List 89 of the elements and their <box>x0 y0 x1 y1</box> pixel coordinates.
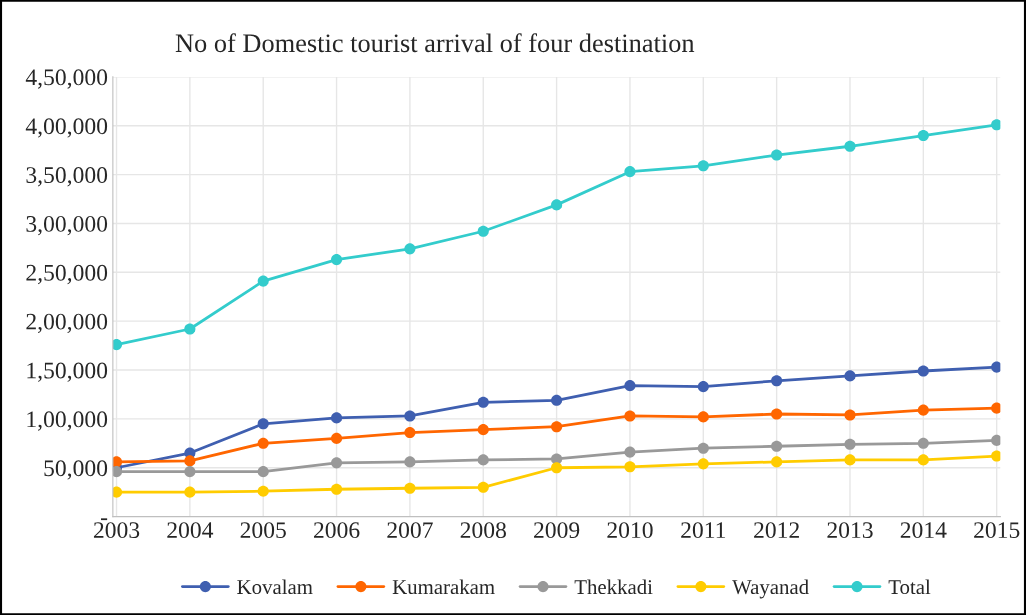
chart-title: No of Domestic tourist arrival of four destination <box>175 33 695 53</box>
point <box>477 396 489 408</box>
point <box>184 466 196 478</box>
point <box>991 402 1001 414</box>
legend-label: Kovalam <box>237 579 313 595</box>
y-tick-label: 2,50,000 <box>26 264 108 285</box>
point <box>404 243 416 255</box>
x-tick-label: 2014 <box>900 522 947 539</box>
point <box>624 380 636 392</box>
point <box>331 432 343 444</box>
point <box>771 440 783 452</box>
point <box>771 375 783 387</box>
point <box>844 409 856 421</box>
point <box>624 410 636 422</box>
legend-label: Wayanad <box>732 579 809 599</box>
y-tick-label: 50,000 <box>44 460 108 480</box>
point <box>991 361 1001 373</box>
y-tick-label: 4,00,000 <box>25 118 108 138</box>
y-tick-label: 2,00,000 <box>26 313 108 333</box>
point <box>551 421 563 433</box>
x-tick-label: 2006 <box>313 522 360 539</box>
point <box>917 404 929 416</box>
legend-label: Total <box>888 579 931 595</box>
point <box>184 455 196 467</box>
point <box>257 418 269 430</box>
point <box>917 454 929 466</box>
point <box>257 485 269 497</box>
point <box>112 339 123 351</box>
point <box>844 370 856 382</box>
y-tick-label: 1,00,000 <box>27 411 108 431</box>
point <box>551 199 563 211</box>
point <box>917 365 929 377</box>
point <box>404 482 416 494</box>
point <box>404 427 416 439</box>
point <box>331 412 343 424</box>
point <box>844 454 856 466</box>
point <box>917 437 929 449</box>
point <box>184 486 196 498</box>
point <box>184 323 196 335</box>
point <box>331 457 343 469</box>
x-tick-label: 2003 <box>93 522 140 539</box>
x-tick-label: 2013 <box>827 522 873 539</box>
y-tick-label: 4,50,000 <box>25 69 108 89</box>
point <box>697 442 709 454</box>
point <box>331 483 343 495</box>
point <box>624 446 636 458</box>
point <box>404 456 416 468</box>
point <box>697 458 709 470</box>
point <box>991 450 1001 462</box>
point <box>697 381 709 393</box>
point <box>257 437 269 449</box>
y-tick-label: 3,00,000 <box>26 215 108 236</box>
point <box>257 466 269 478</box>
y-tick-label: - <box>101 518 108 521</box>
x-tick-label: 2005 <box>240 522 286 539</box>
point <box>331 254 343 266</box>
point <box>844 140 856 152</box>
point <box>477 424 489 436</box>
point <box>404 410 416 422</box>
point <box>991 434 1001 446</box>
x-tick-label: 2011 <box>681 522 726 539</box>
point <box>624 166 636 178</box>
point <box>624 461 636 473</box>
y-tick-label: 3,50,000 <box>26 167 108 187</box>
legend-label: Kumarakam <box>392 579 495 595</box>
point <box>697 160 709 172</box>
legend-label: Thekkadi <box>574 579 653 595</box>
x-tick-label: 2012 <box>754 522 799 539</box>
y-tick-label: 1,50,000 <box>27 362 108 382</box>
x-tick-label: 2008 <box>460 522 506 539</box>
x-tick-label: 2004 <box>167 522 214 539</box>
point <box>844 438 856 450</box>
x-tick-label: 2015 <box>974 522 1020 539</box>
point <box>477 225 489 237</box>
point <box>697 411 709 423</box>
point <box>477 481 489 493</box>
point <box>771 408 783 420</box>
x-tick-label: 2009 <box>534 522 580 539</box>
point <box>112 486 123 498</box>
point <box>771 456 783 468</box>
x-tick-label: 2007 <box>387 522 433 539</box>
point <box>551 394 563 406</box>
point <box>991 119 1001 131</box>
point <box>917 129 929 142</box>
x-tick-label: 2010 <box>607 522 653 539</box>
point <box>477 454 489 466</box>
point <box>257 275 269 287</box>
point <box>551 462 563 474</box>
point <box>771 149 783 161</box>
